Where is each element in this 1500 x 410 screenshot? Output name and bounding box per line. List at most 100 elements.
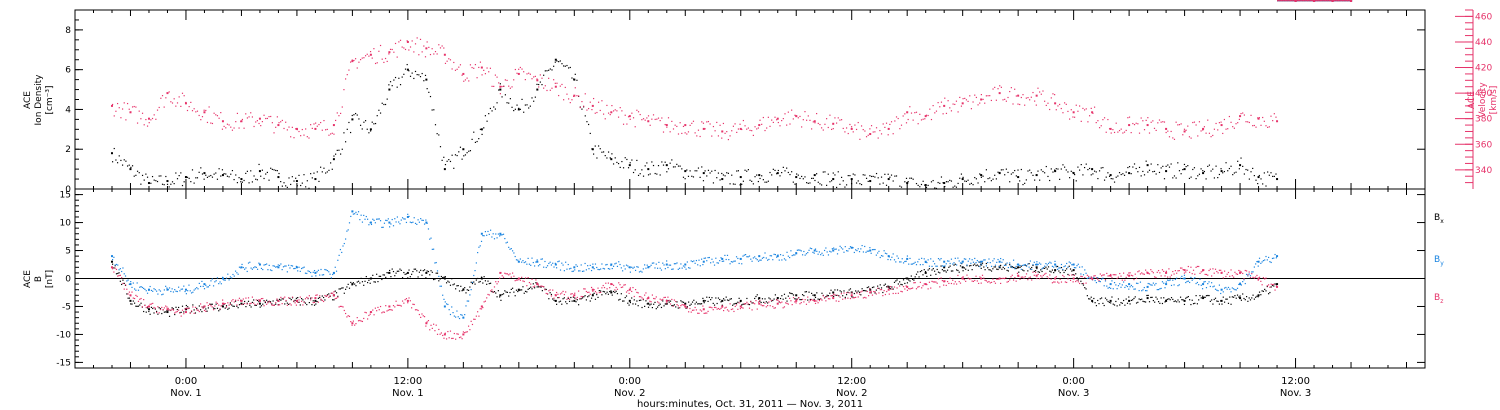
by-series-sample xyxy=(114,264,116,266)
density-series-sample xyxy=(538,83,540,86)
by-series-sample xyxy=(1068,261,1070,263)
by-series-sample xyxy=(1174,278,1176,281)
by-series-sample xyxy=(306,272,308,275)
density-series-sample xyxy=(1032,174,1034,176)
density-series-sample xyxy=(389,81,392,83)
bz-series-sample xyxy=(513,275,515,277)
by-series-sample xyxy=(1235,289,1237,291)
density-series-sample xyxy=(766,181,768,183)
density-series-sample xyxy=(967,179,969,181)
velocity-series-point xyxy=(1017,94,1020,97)
by-series-sample xyxy=(851,247,853,249)
density-series-sample xyxy=(1167,164,1169,166)
bx-series-sample xyxy=(811,292,813,294)
by-series-sample xyxy=(229,276,231,278)
by-series-sample xyxy=(534,265,536,267)
by-series-sample xyxy=(770,255,773,257)
bx-series-sample xyxy=(888,287,890,289)
by-series-sample xyxy=(583,270,585,272)
bz-series-sample xyxy=(416,309,418,311)
bz-series-sample xyxy=(729,303,731,305)
by-series-sample xyxy=(377,218,379,220)
velocity-series-sample xyxy=(1075,104,1077,106)
bx-series-sample xyxy=(122,279,124,281)
velocity-series-sample xyxy=(461,74,463,76)
bz-series-sample xyxy=(496,283,498,285)
bz-series-sample xyxy=(644,294,646,296)
velocity-series-sample xyxy=(529,73,531,75)
velocity-series-sample xyxy=(270,115,272,118)
velocity-series-sample xyxy=(647,115,650,117)
bx-series-sample xyxy=(710,299,712,301)
bz-series-sample xyxy=(262,297,264,300)
by-series-sample xyxy=(1155,282,1157,285)
bz-series-sample xyxy=(935,281,937,283)
bx-series-sample xyxy=(787,295,789,297)
by-series-sample xyxy=(435,261,437,264)
density-series-sample xyxy=(939,182,941,184)
velocity-series-sample xyxy=(994,86,996,89)
bz-series-sample xyxy=(233,301,235,303)
density-series-sample xyxy=(1042,170,1044,173)
bz-series-sample xyxy=(874,291,876,293)
density-series-sample xyxy=(518,107,520,109)
by-series-sample xyxy=(987,261,989,264)
velocity-series-sample xyxy=(614,109,616,111)
density-series-sample xyxy=(835,186,838,189)
by-series-sample xyxy=(640,270,642,272)
bx-series-sample xyxy=(1247,300,1249,302)
bx-series-sample xyxy=(319,296,321,299)
bz-series-sample xyxy=(175,311,177,313)
density-series-sample xyxy=(463,155,465,157)
density-series-point xyxy=(351,118,354,121)
by-series-sample xyxy=(596,266,598,269)
by-series-sample xyxy=(188,284,190,286)
by-series-sample xyxy=(966,264,968,266)
by-series-sample xyxy=(830,251,832,253)
by-series-sample xyxy=(146,292,149,294)
velocity-series-sample xyxy=(241,118,244,121)
bz-series-sample xyxy=(1113,274,1116,276)
bx-series-sample xyxy=(636,300,638,302)
by-series-sample xyxy=(171,288,173,290)
bz-series-sample xyxy=(760,304,762,306)
velocity-series-sample xyxy=(935,110,938,112)
velocity-series-sample xyxy=(1147,117,1149,119)
density-series-sample xyxy=(1242,165,1244,167)
density-series-sample xyxy=(937,181,939,184)
by-series-sample xyxy=(275,266,277,268)
by-series-sample xyxy=(1145,290,1147,292)
velocity-series-sample xyxy=(193,108,195,110)
bx-series-sample xyxy=(659,303,661,305)
density-series-sample xyxy=(990,180,992,182)
velocity-series-sample xyxy=(712,125,715,128)
bx-series-sample xyxy=(584,295,586,297)
density-series-sample xyxy=(1062,164,1064,166)
velocity-series-sample xyxy=(949,107,951,109)
bx-series-sample xyxy=(408,269,410,271)
bz-series-sample xyxy=(1055,276,1057,278)
density-series-sample xyxy=(556,60,558,62)
density-series-sample xyxy=(258,163,260,166)
density-series-sample xyxy=(466,152,468,154)
bz-series-sample xyxy=(900,290,902,292)
velocity-series-sample xyxy=(188,106,190,108)
bz-series-sample xyxy=(422,315,424,317)
velocity-series-sample xyxy=(819,123,821,126)
density-series-sample xyxy=(1183,163,1186,166)
bx-series-sample xyxy=(1274,283,1276,285)
density-series-point xyxy=(813,174,816,177)
velocity-series-sample xyxy=(569,102,571,104)
by-series-sample xyxy=(572,270,575,272)
velocity-series-sample xyxy=(343,89,345,91)
by-series-sample xyxy=(1067,266,1069,268)
velocity-series-sample xyxy=(1210,136,1212,138)
bz-series-sample xyxy=(1159,272,1161,274)
bz-series-sample xyxy=(970,278,972,280)
by-series-sample xyxy=(168,287,171,289)
velocity-series-sample xyxy=(667,117,670,119)
density-series-sample xyxy=(496,102,498,104)
bz-series-sample xyxy=(821,299,823,301)
density-series-sample xyxy=(439,146,442,148)
velocity-series-sample xyxy=(368,55,370,57)
